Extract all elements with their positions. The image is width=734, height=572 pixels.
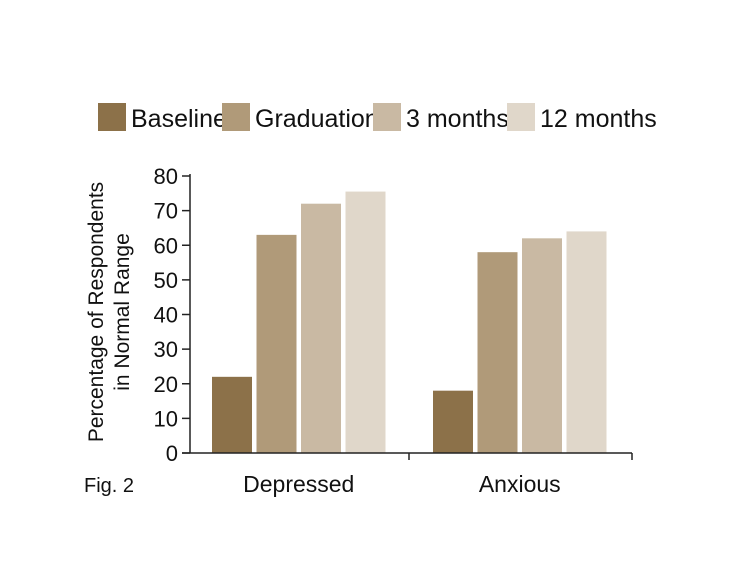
y-tick-label: 0 bbox=[166, 441, 178, 466]
legend-swatch bbox=[222, 103, 250, 131]
legend: Baseline Graduation 3 months 12 months bbox=[98, 103, 657, 133]
y-axis-label-line-1: Percentage of Respondents bbox=[85, 182, 108, 442]
bar-3-months-anxious bbox=[522, 238, 562, 453]
bar-12-months-depressed bbox=[345, 191, 386, 454]
category-labels: Depressed Anxious bbox=[243, 471, 561, 497]
y-axis-label: Percentage of Respondents in Normal Rang… bbox=[85, 182, 134, 442]
bar-graduation-anxious bbox=[477, 252, 518, 453]
figure-label: Fig. 2 bbox=[84, 475, 134, 497]
y-tick-label: 20 bbox=[154, 372, 178, 397]
bar-baseline-anxious bbox=[433, 390, 473, 453]
legend-swatch bbox=[98, 103, 126, 131]
y-tick-label: 50 bbox=[154, 268, 178, 293]
y-tick-label: 10 bbox=[154, 406, 178, 431]
bar-3-months-depressed bbox=[301, 203, 341, 453]
bars bbox=[212, 191, 607, 454]
legend-swatch bbox=[507, 103, 535, 131]
y-tick-label: 80 bbox=[154, 164, 178, 189]
legend-label: 12 months bbox=[540, 105, 657, 133]
axes bbox=[182, 174, 633, 460]
y-tick-label: 60 bbox=[154, 233, 178, 258]
bar-12-months-anxious bbox=[566, 231, 607, 453]
legend-label: Graduation bbox=[255, 105, 379, 133]
legend-label: Baseline bbox=[131, 105, 227, 133]
bar-graduation-depressed bbox=[256, 234, 297, 453]
category-label: Depressed bbox=[243, 471, 354, 497]
bar-baseline-depressed bbox=[212, 376, 252, 453]
legend-swatch bbox=[373, 103, 401, 131]
y-axis-ticks: 0 10 20 30 40 50 60 70 80 bbox=[154, 164, 190, 466]
legend-label: 3 months bbox=[406, 105, 509, 133]
y-tick-label: 30 bbox=[154, 337, 178, 362]
y-tick-label: 40 bbox=[154, 303, 178, 328]
y-tick-label: 70 bbox=[154, 199, 178, 224]
category-label: Anxious bbox=[479, 471, 561, 497]
y-axis-label-line-2: in Normal Range bbox=[111, 233, 134, 391]
